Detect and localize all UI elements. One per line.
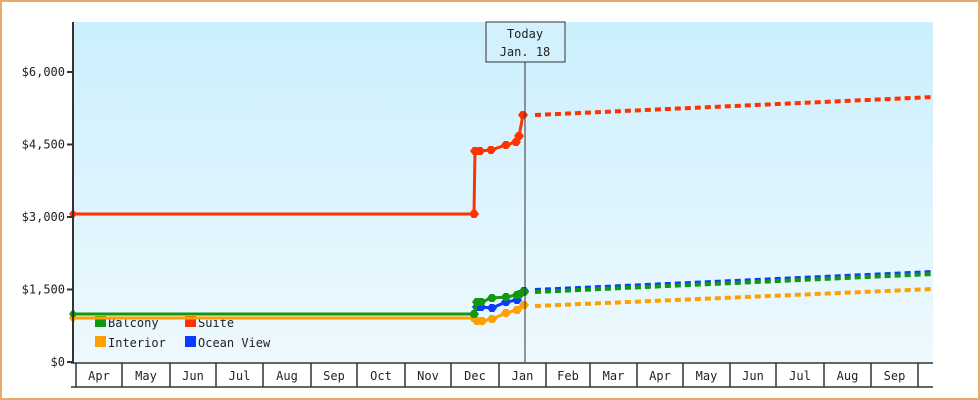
today-label: Today xyxy=(507,27,543,41)
y-tick-label: $0 xyxy=(51,355,65,369)
forecast-line xyxy=(534,287,934,308)
x-month-label: Aug xyxy=(276,369,298,383)
x-month-label: May xyxy=(696,369,718,383)
legend-label: Ocean View xyxy=(198,336,271,350)
series-suite xyxy=(69,95,934,219)
x-month-label: Dec xyxy=(464,369,486,383)
x-month-label: Aug xyxy=(837,369,859,383)
y-tick-label: $1,500 xyxy=(22,283,65,297)
x-month-label: Jan xyxy=(512,369,534,383)
legend-swatch-balcony xyxy=(95,316,106,327)
x-month-label: Jul xyxy=(229,369,251,383)
forecast-line xyxy=(534,95,934,117)
plot-area xyxy=(73,22,933,362)
x-month-label: Nov xyxy=(417,369,439,383)
x-month-label: Feb xyxy=(557,369,579,383)
axes: $0 $1,500 $3,000 $4,500 $6,000 Apr May Jun Jul Au… xyxy=(22,22,933,388)
x-month-label: Sep xyxy=(884,369,906,383)
x-month-label: Apr xyxy=(88,369,110,383)
x-month-label: Mar xyxy=(603,369,625,383)
x-month-label: Oct xyxy=(370,369,392,383)
x-month-label: Apr xyxy=(649,369,671,383)
series-balcony xyxy=(69,272,934,319)
legend-swatch-interior xyxy=(95,336,106,347)
y-tick-label: $3,000 xyxy=(22,210,65,224)
x-month-label: Jun xyxy=(182,369,204,383)
x-month-label: Jul xyxy=(789,369,811,383)
y-tick-label: $6,000 xyxy=(22,65,65,79)
series-lines xyxy=(69,95,934,325)
forecast-line xyxy=(534,272,934,294)
x-month-label: May xyxy=(135,369,157,383)
legend-swatch-ocean-view xyxy=(185,336,196,347)
today-date: Jan. 18 xyxy=(500,45,551,59)
x-month-label: Jun xyxy=(742,369,764,383)
legend-swatch-suite xyxy=(185,316,196,327)
today-marker: Today Jan. 18 xyxy=(485,21,566,362)
x-month-label: Sep xyxy=(323,369,345,383)
legend-label: Interior xyxy=(108,336,166,350)
y-tick-label: $4,500 xyxy=(22,138,65,152)
